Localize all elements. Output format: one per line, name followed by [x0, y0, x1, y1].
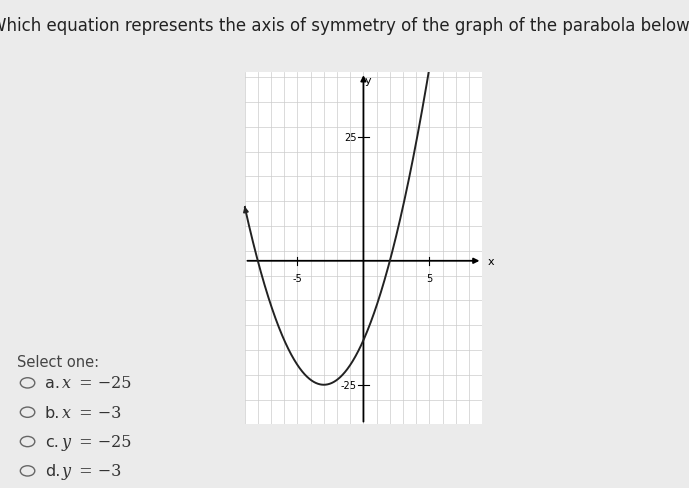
Text: y: y: [62, 433, 71, 450]
Text: y: y: [62, 463, 71, 479]
Text: -25: -25: [341, 380, 357, 390]
Text: b.: b.: [45, 405, 60, 420]
Text: = −25: = −25: [74, 375, 132, 391]
Text: = −3: = −3: [74, 404, 122, 421]
Text: Which equation represents the axis of symmetry of the graph of the parabola belo: Which equation represents the axis of sy…: [0, 17, 689, 35]
Text: Select one:: Select one:: [17, 354, 99, 369]
Text: = −25: = −25: [74, 433, 132, 450]
Text: 5: 5: [426, 274, 433, 284]
Text: y: y: [364, 76, 371, 86]
Text: a.: a.: [45, 376, 60, 390]
Text: 25: 25: [344, 133, 357, 142]
Text: c.: c.: [45, 434, 59, 449]
Text: d.: d.: [45, 464, 60, 478]
Text: x: x: [488, 256, 494, 266]
Text: x: x: [62, 375, 71, 391]
Text: = −3: = −3: [74, 463, 122, 479]
Text: -5: -5: [293, 274, 302, 284]
Text: x: x: [62, 404, 71, 421]
